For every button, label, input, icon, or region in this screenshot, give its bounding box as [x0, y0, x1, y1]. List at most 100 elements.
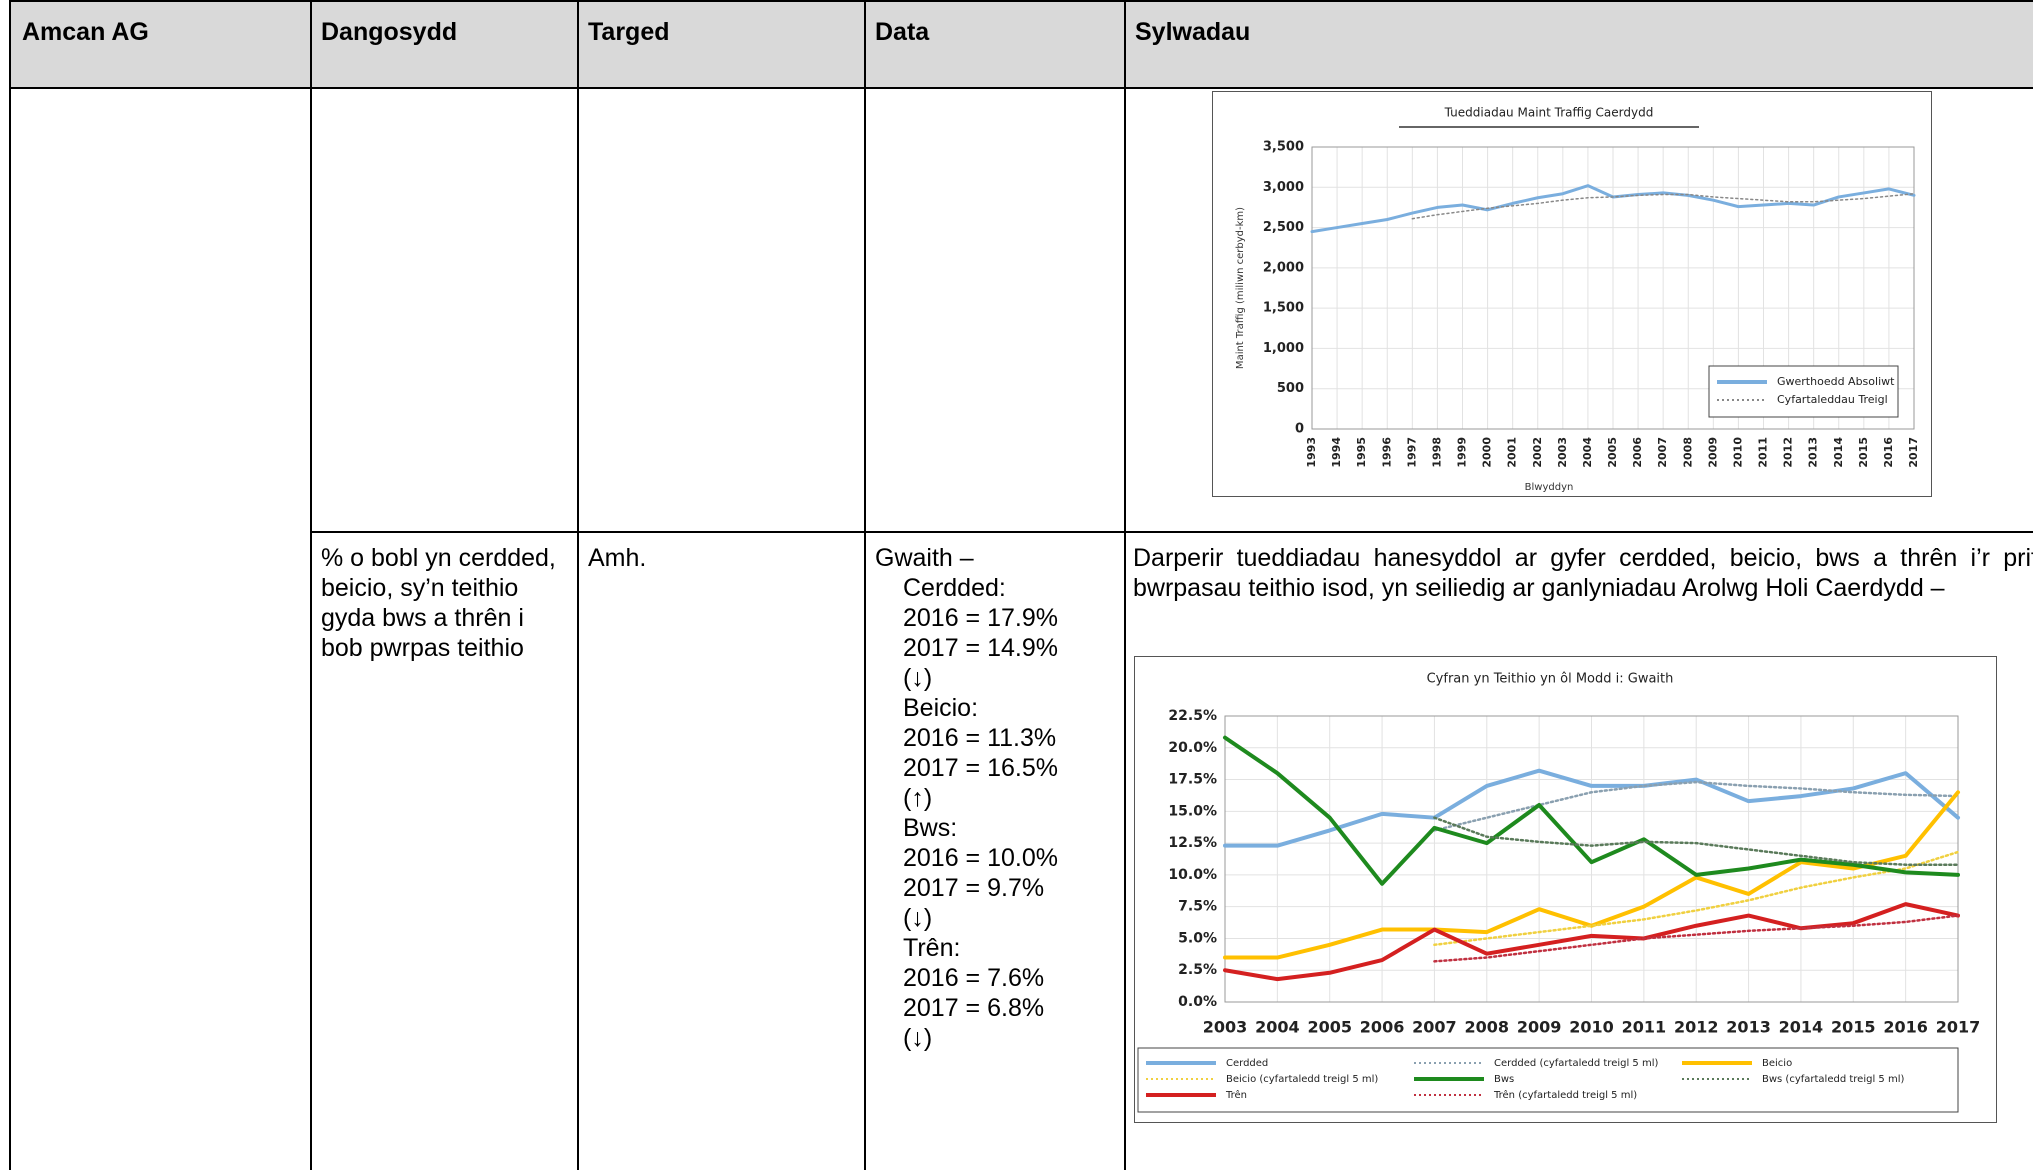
- legend-label: Cerdded: [1226, 1058, 1268, 1069]
- x-tick-label: 2012: [1782, 437, 1795, 468]
- x-tick-label: 2008: [1465, 1018, 1510, 1037]
- x-tick-label: 2003: [1556, 437, 1569, 468]
- border: [864, 0, 866, 1170]
- x-tick-label: 2002: [1531, 437, 1544, 468]
- header-cell: Amcan AG: [22, 18, 149, 46]
- x-axis-label: Blwyddyn: [1525, 482, 1574, 493]
- x-tick-label: 2010: [1731, 437, 1744, 468]
- comment-text: Darperir tueddiadau hanesyddol ar gyfer …: [1133, 544, 2033, 602]
- header-cell: Sylwadau: [1135, 18, 1251, 46]
- x-tick-label: 2016: [1882, 437, 1895, 468]
- legend-label: Bws: [1494, 1074, 1514, 1085]
- border: [9, 0, 11, 1170]
- border: [311, 531, 2033, 533]
- x-tick-label: 1999: [1456, 437, 1469, 468]
- x-tick-label: 2015: [1857, 437, 1870, 468]
- y-tick-label: 1,500: [1263, 301, 1304, 316]
- x-tick-label: 2011: [1622, 1018, 1667, 1037]
- header-cell: Targed: [588, 18, 670, 46]
- x-tick-label: 1997: [1405, 437, 1418, 468]
- header-background: [10, 0, 2033, 88]
- legend-label: Cyfartaleddau Treigl: [1777, 393, 1888, 406]
- legend-label: Gwerthoedd Absoliwt: [1777, 375, 1895, 388]
- series-line: [1433, 850, 1960, 947]
- header-cell: Data: [875, 18, 930, 46]
- legend-label: Bws (cyfartaledd treigl 5 ml): [1762, 1074, 1904, 1085]
- plot-area: [1311, 146, 1915, 430]
- data-line: (↑): [903, 784, 933, 812]
- series-line: [1433, 914, 1960, 963]
- data-line: 2017 = 16.5%: [903, 754, 1058, 782]
- y-tick-label: 22.5%: [1168, 708, 1217, 724]
- data-line: Beicio:: [903, 694, 979, 722]
- y-tick-label: 2,000: [1263, 260, 1304, 275]
- x-tick-label: 2009: [1706, 437, 1719, 468]
- legend-label: Trên (cyfartaledd treigl 5 ml): [1493, 1089, 1637, 1101]
- x-tick-label: 1995: [1355, 437, 1368, 468]
- series-line: [1411, 192, 1915, 220]
- y-tick-label: 2.5%: [1178, 962, 1217, 978]
- x-tick-label: 2001: [1506, 437, 1519, 468]
- data-line: Trên:: [903, 934, 961, 962]
- target-text: Amh.: [588, 544, 647, 572]
- series-line: [1223, 735, 1960, 886]
- x-tick-label: 2013: [1726, 1018, 1771, 1037]
- y-axis-label: Maint Traffig (miliwn cerbyd-km): [1235, 207, 1246, 369]
- data-line: Cerdded:: [903, 574, 1006, 602]
- x-tick-label: 2017: [1936, 1018, 1981, 1037]
- header-cell: Dangosydd: [321, 18, 458, 46]
- y-tick-label: 10.0%: [1168, 867, 1217, 883]
- y-tick-label: 17.5%: [1168, 772, 1217, 788]
- data-line: 2016 = 17.9%: [903, 604, 1058, 632]
- y-tick-label: 7.5%: [1178, 899, 1217, 915]
- data-line: 2017 = 9.7%: [903, 874, 1045, 902]
- y-tick-label: 0.0%: [1178, 994, 1217, 1010]
- x-tick-label: 1998: [1430, 437, 1443, 468]
- border: [577, 0, 579, 1170]
- border: [10, 87, 2033, 89]
- x-tick-label: 2013: [1807, 437, 1820, 468]
- x-tick-label: 2005: [1307, 1018, 1352, 1037]
- data-line: 2017 = 6.8%: [903, 994, 1045, 1022]
- legend-label: Trên: [1225, 1089, 1247, 1101]
- legend-box: [1708, 365, 1899, 418]
- x-tick-label: 2011: [1757, 437, 1770, 468]
- x-tick-label: 1994: [1330, 437, 1343, 468]
- x-tick-label: 2006: [1360, 1018, 1405, 1037]
- travel-mode-chart: Cyfran yn Teithio yn ôl Modd i: Gwaith 0.…: [1134, 656, 1997, 1123]
- x-tick-label: 2004: [1255, 1018, 1300, 1037]
- data-line: (↓): [903, 904, 933, 932]
- legend-label: Beicio: [1762, 1058, 1792, 1069]
- x-tick-label: 2007: [1656, 437, 1669, 468]
- y-tick-label: 0: [1295, 422, 1304, 437]
- x-tick-label: 2014: [1832, 437, 1845, 468]
- series-line: [1433, 816, 1960, 866]
- y-tick-label: 3,500: [1263, 140, 1304, 155]
- x-tick-label: 2014: [1779, 1018, 1824, 1037]
- x-tick-label: 2003: [1203, 1018, 1248, 1037]
- y-tick-label: 2,500: [1263, 220, 1304, 235]
- data-list: Gwaith – Cerdded: 2016 = 17.9% 2017 = 14.9%…: [875, 543, 1115, 1053]
- chart-title: Cyfran yn Teithio yn ôl Modd i: Gwaith: [1427, 672, 1674, 687]
- y-tick-label: 5.0%: [1178, 930, 1217, 946]
- x-tick-label: 2000: [1481, 437, 1494, 468]
- y-tick-label: 1,000: [1263, 341, 1304, 356]
- data-line: (↓): [903, 1024, 933, 1052]
- data-line: Bws:: [903, 814, 958, 842]
- x-tick-label: 2005: [1606, 437, 1619, 468]
- x-tick-label: 2017: [1907, 437, 1920, 468]
- y-tick-label: 500: [1277, 381, 1304, 396]
- x-tick-label: 2007: [1412, 1018, 1457, 1037]
- x-tick-label: 2008: [1681, 437, 1694, 468]
- x-tick-label: 2012: [1674, 1018, 1719, 1037]
- x-tick-label: 1996: [1380, 437, 1393, 468]
- series-line: [1223, 902, 1960, 982]
- x-tick-label: 2015: [1831, 1018, 1876, 1037]
- indicator-text: % o bobl yn cerdded, beicio, sy’n teithi…: [321, 544, 556, 662]
- traffic-chart: Tueddiadau Maint Traffig Caerdydd 0 500 1,0…: [1212, 91, 1932, 497]
- series-line: [1433, 780, 1960, 832]
- y-tick-label: 15.0%: [1168, 803, 1217, 819]
- chart-title: Tueddiadau Maint Traffig Caerdydd: [1444, 106, 1654, 120]
- data-line: 2017 = 14.9%: [903, 634, 1058, 662]
